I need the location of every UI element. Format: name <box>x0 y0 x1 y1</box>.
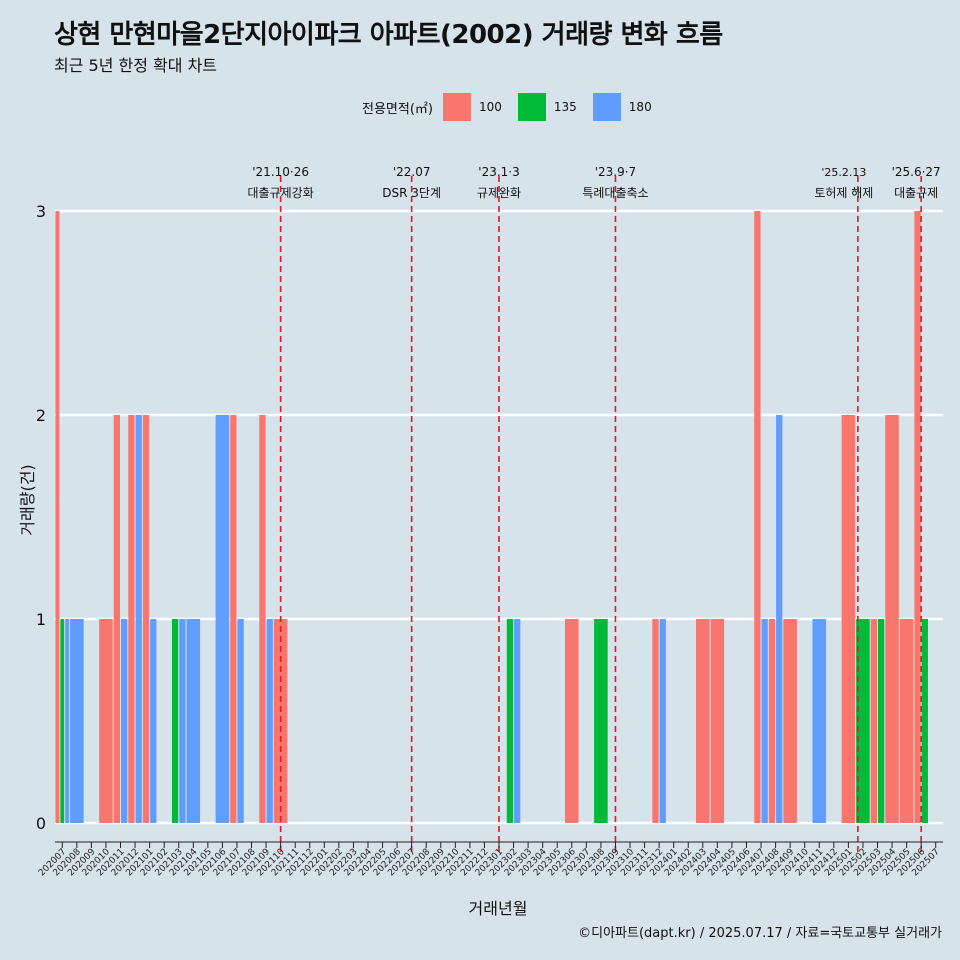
legend-swatch-180 <box>592 93 621 121</box>
event-date-202110: '21.10·26 <box>252 165 309 179</box>
bar-100-202101 <box>142 415 150 823</box>
bar-180-202012 <box>135 415 142 823</box>
bar-100-202312 <box>652 619 659 823</box>
y-axis-title: 거래량(건) <box>18 464 37 535</box>
bar-180-202106 <box>215 415 230 823</box>
bar-100-202407 <box>754 211 761 823</box>
bar-100-202403 <box>696 619 710 823</box>
legend-item-100: 100 <box>442 93 510 121</box>
bar-100-202501 <box>841 415 856 823</box>
chart-title: 상현 만현마을2단지아이파크 아파트(2002) 거래량 변화 흐름 <box>54 20 723 50</box>
event-label-202207: DSR 3단계 <box>382 186 441 200</box>
bar-180-202408 <box>776 415 783 823</box>
legend-label-180: 180 <box>628 100 652 114</box>
bar-180-202011 <box>121 619 128 823</box>
chart-subtitle: 최근 5년 한정 확대 차트 <box>54 56 218 75</box>
event-date-202502: '25.2.13 <box>821 166 866 179</box>
bar-100-202011 <box>113 415 121 823</box>
event-date-202207: '22.07 <box>393 165 431 179</box>
legend-label-100: 100 <box>478 100 502 114</box>
event-label-202502: 토허제 해제 <box>814 186 873 200</box>
bar-180-202008 <box>70 619 84 823</box>
event-label-202301: 규제완화 <box>477 186 521 200</box>
bar-100-202007 <box>55 211 60 823</box>
event-date-202506: '25.6·27 <box>892 165 941 179</box>
bar-100-202109 <box>259 415 266 823</box>
y-tick-label: 2 <box>36 406 46 425</box>
bar-135-202302 <box>506 619 514 823</box>
bar-180-202107 <box>237 619 244 823</box>
event-label-202110: 대출규제강화 <box>248 186 314 200</box>
bar-layer <box>55 211 928 823</box>
bar-180-202302 <box>514 619 521 823</box>
legend-swatch-135 <box>517 93 546 121</box>
y-tick-label: 0 <box>36 814 46 833</box>
bar-100-202505 <box>899 619 914 823</box>
bar-180-202407 <box>761 619 768 823</box>
bar-100-202010 <box>99 619 113 823</box>
bar-180-202312 <box>659 619 666 823</box>
caption: ©디아파트(dapt.kr) / 2025.07.17 / 자료=국토교통부 실… <box>578 926 942 941</box>
legend-title: 전용면적(㎡) <box>362 101 433 117</box>
bar-180-202109 <box>266 619 273 823</box>
bar-135-202503 <box>877 619 885 823</box>
legend-swatch-100 <box>442 93 471 121</box>
bar-180-202411 <box>812 619 827 823</box>
bar-100-202409 <box>783 619 797 823</box>
bar-100-202504 <box>885 415 899 823</box>
legend-label-135: 135 <box>553 100 577 114</box>
y-tick-label: 1 <box>36 610 46 629</box>
bar-135-202502 <box>856 619 870 823</box>
event-label-202506: 대출규제 <box>894 186 938 200</box>
bar-100-202012 <box>128 415 135 823</box>
bar-100-202408 <box>768 619 776 823</box>
legend-item-135: 135 <box>517 93 585 121</box>
bar-135-202007 <box>60 619 65 823</box>
bar-100-202306 <box>565 619 579 823</box>
legend-item-180: 180 <box>592 93 660 121</box>
legend: 전용면적(㎡) 100 135 180 <box>362 92 668 122</box>
bar-135-202103 <box>171 619 179 823</box>
bar-180-202101 <box>150 619 157 823</box>
bar-135-202308 <box>594 619 608 823</box>
x-axis-title: 거래년월 <box>469 899 528 918</box>
event-date-202301: '23.1·3 <box>478 165 519 179</box>
bar-180-202103 <box>179 619 186 823</box>
bar-100-202107 <box>230 415 237 823</box>
axis-layer: 0123202007202008202009202010202011202012… <box>18 202 943 918</box>
bar-135-202506 <box>921 619 928 823</box>
annotation-layer: '21.10·26 대출규제강화 '22.07 DSR 3단계 '23.1·3 규제완화 '… <box>248 165 941 855</box>
bar-100-202404 <box>710 619 725 823</box>
bar-180-202104 <box>186 619 201 823</box>
event-date-202309: '23.9·7 <box>595 165 636 179</box>
y-tick-label: 3 <box>36 202 46 221</box>
event-label-202309: 특례대출축소 <box>582 186 648 200</box>
bar-100-202503 <box>870 619 877 823</box>
bar-180-202007 <box>65 619 70 823</box>
bar-100-202506 <box>914 211 921 823</box>
